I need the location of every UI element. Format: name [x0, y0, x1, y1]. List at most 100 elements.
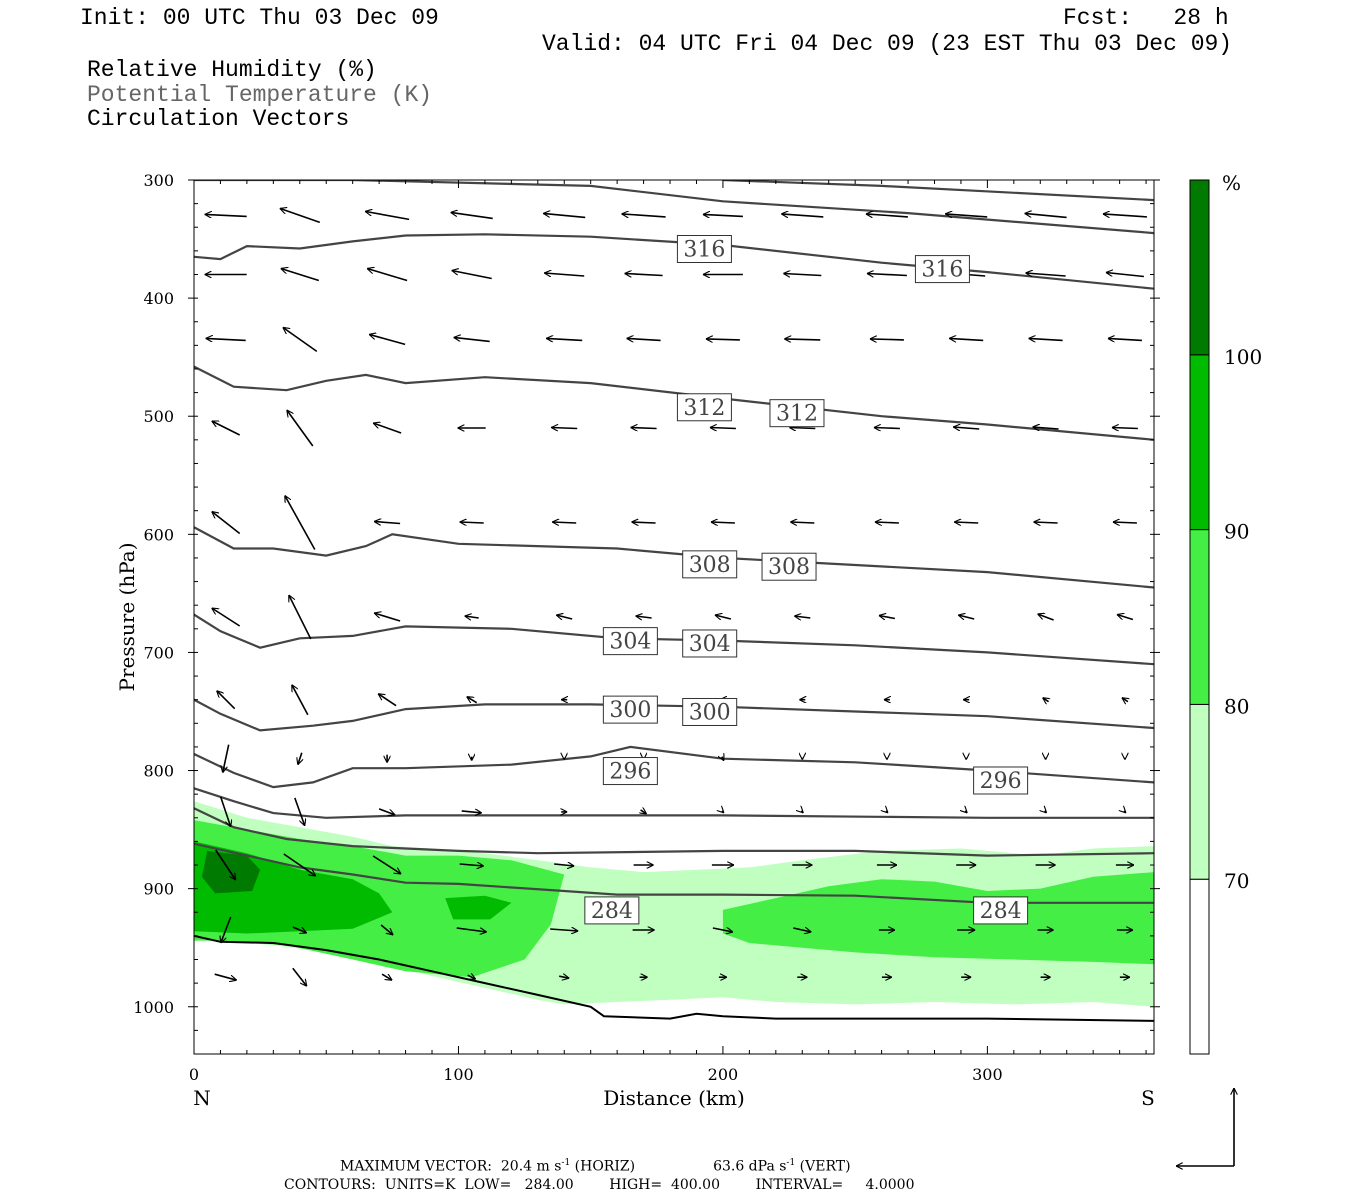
circulation-vector: [715, 615, 732, 619]
isentrope-label: 312: [776, 402, 818, 427]
circulation-vector: [544, 273, 585, 276]
plot-frame: [193, 179, 1155, 1055]
x-axis-label: Distance (km): [603, 1086, 745, 1110]
isentrope-label: 316: [683, 238, 725, 263]
circulation-vector: [452, 271, 492, 280]
isentrope-label-box: [676, 393, 732, 422]
circulation-vector: [801, 811, 803, 813]
colorbar-unit-label: %: [1222, 171, 1241, 195]
y-tick-label: 1000: [133, 998, 174, 1017]
circulation-vector: [550, 929, 578, 931]
isentrope-308: [194, 526, 1154, 589]
colorbar-segment: [1189, 703, 1210, 880]
circulation-vector: [1103, 214, 1147, 217]
circulation-vector: [456, 927, 487, 932]
y-tick-label: 800: [143, 762, 174, 781]
forecast-hour: Fcst: 28 h: [1063, 5, 1229, 31]
circulation-vector: [283, 327, 318, 353]
circulation-vector: [875, 522, 899, 523]
colorbar: 70 80 90 100%: [1189, 171, 1262, 1055]
isentrope-label: 316: [921, 258, 963, 283]
circulation-vector: [631, 428, 657, 429]
circulation-vector: [627, 338, 661, 340]
circulation-vector: [284, 496, 316, 550]
isentrope-label: 300: [609, 698, 651, 723]
circulation-vector: [794, 616, 811, 618]
circulation-vector: [298, 752, 302, 765]
y-tick-label: 700: [143, 643, 174, 662]
isentrope-label: 296: [609, 760, 651, 785]
circulation-vector: [552, 522, 577, 523]
isentrope-label: 312: [683, 396, 725, 421]
circulation-vector: [711, 522, 735, 523]
circulation-vector: [283, 853, 316, 876]
y-tick-label: 300: [143, 171, 174, 190]
circulation-vector: [706, 339, 740, 340]
isentrope-300: [194, 698, 1154, 732]
circulation-vector: [551, 428, 578, 429]
circulation-vector: [879, 616, 896, 619]
circulation-vector: [365, 211, 410, 221]
circulation-vector: [451, 212, 493, 220]
isentrope-312: [194, 365, 1154, 441]
y-tick-label: 400: [143, 289, 174, 308]
reference-vector-icon: [1176, 1088, 1234, 1166]
isentrope-label-box: [682, 550, 738, 579]
circulation-vector: [793, 928, 811, 932]
circulation-vector: [622, 214, 666, 217]
isentrope-label: 304: [609, 630, 651, 655]
isentrope-label-box: [602, 627, 658, 656]
circulation-vector: [281, 269, 320, 282]
circulation-vector: [784, 339, 821, 340]
terrain-line: [194, 934, 1154, 1022]
circulation-vector: [710, 428, 736, 429]
circulation-vector: [215, 849, 236, 880]
x-tick-label: 100: [443, 1065, 474, 1084]
isentrope-label-box: [682, 629, 738, 658]
circulation-vector: [292, 926, 307, 933]
circulation-vector: [1117, 615, 1134, 621]
isentrope-label-box: [914, 255, 970, 284]
isentrope-label-box: [676, 235, 732, 264]
circulation-vector: [965, 811, 967, 813]
circulation-vector: [790, 522, 815, 523]
colorbar-level-label: 70: [1224, 869, 1249, 893]
circulation-vector: [294, 797, 305, 826]
terrain-layer: [194, 934, 1154, 1022]
circulation-vector: [1034, 522, 1058, 523]
circulation-vector: [867, 274, 907, 276]
circulation-vector: [554, 864, 574, 866]
x-tick-label: 0: [189, 1065, 199, 1084]
circulation-vector: [1026, 273, 1066, 276]
circulation-vector: [1038, 614, 1054, 621]
circulation-vector: [378, 694, 397, 707]
y-tick-label: 500: [143, 407, 174, 426]
isentrope-label: 308: [689, 553, 731, 578]
north-label: N: [193, 1086, 211, 1110]
isentrope-label: 304: [689, 632, 731, 657]
circulation-vector: [459, 864, 484, 866]
isentrope-296: [194, 745, 1154, 789]
circulation-vector: [374, 522, 401, 524]
isentrope-304: [194, 613, 1154, 666]
circulation-vector: [219, 796, 231, 827]
vector-layer: [205, 208, 1147, 986]
circulation-vector: [722, 757, 725, 761]
circulation-vector: [1124, 811, 1126, 813]
circulation-vector: [460, 522, 484, 523]
circulation-vector: [1025, 213, 1067, 219]
isentrope-label-box: [761, 552, 817, 581]
circulation-vector: [1029, 338, 1063, 340]
circulation-vector: [712, 928, 733, 932]
isentrope-label: 284: [980, 899, 1022, 924]
circulation-vector: [206, 338, 246, 340]
circulation-vector: [223, 744, 230, 773]
circulation-vector: [380, 924, 393, 935]
circulation-vector: [866, 214, 908, 217]
circulation-vector: [556, 615, 573, 619]
colorbar-level-label: 100: [1224, 345, 1262, 369]
circulation-vector: [465, 616, 479, 618]
circulation-vector: [212, 420, 241, 436]
circulation-vector: [212, 512, 241, 535]
